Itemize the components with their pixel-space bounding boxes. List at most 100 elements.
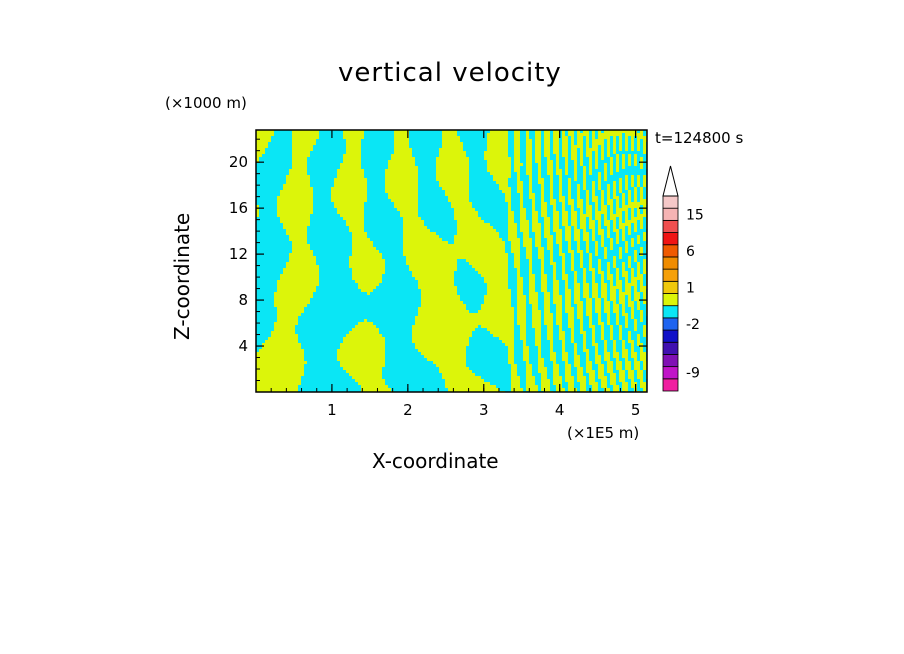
field-cell-positive (595, 241, 598, 244)
field-cell-positive (556, 388, 565, 391)
field-cell-positive (562, 256, 565, 259)
field-cell-positive (256, 133, 274, 136)
field-cell-positive (475, 268, 508, 271)
field-cell-positive (571, 337, 574, 340)
field-cell-positive (640, 286, 647, 289)
field-cell-positive (583, 184, 586, 187)
field-cell-positive (589, 160, 592, 163)
field-cell-positive (604, 172, 607, 175)
field-cell-positive (526, 379, 535, 382)
field-cell-positive (562, 205, 565, 208)
field-cell-positive (541, 211, 547, 214)
field-cell-positive (595, 157, 598, 160)
field-cell-positive (628, 334, 631, 337)
field-cell-positive (394, 148, 412, 151)
field-cell-positive (619, 223, 631, 226)
field-cell-positive (583, 172, 586, 175)
field-cell-positive (622, 193, 625, 196)
field-cell-positive (625, 175, 628, 178)
field-cell-positive (622, 343, 625, 346)
field-cell-positive (514, 151, 520, 154)
field-cell-positive (598, 376, 607, 379)
field-cell-positive (592, 181, 595, 184)
field-cell-positive (523, 355, 529, 358)
field-cell-positive (574, 364, 580, 367)
field-cell-positive (565, 370, 571, 373)
field-cell-positive (589, 157, 592, 160)
field-cell-positive (487, 160, 511, 163)
field-cell-positive (517, 316, 526, 319)
field-cell-positive (448, 199, 469, 202)
field-cell-positive (583, 295, 589, 298)
field-cell-positive (592, 274, 595, 277)
field-cell-positive (292, 244, 310, 247)
field-cell-positive (601, 148, 604, 151)
field-cell-positive (622, 352, 628, 355)
field-cell-positive (601, 205, 607, 208)
field-cell-positive (610, 295, 616, 298)
field-cell-positive (610, 373, 616, 376)
field-cell-positive (616, 202, 619, 205)
field-cell-positive (337, 349, 385, 352)
field-cell-positive (520, 199, 523, 202)
field-cell-positive (517, 172, 520, 175)
field-cell-positive (511, 376, 520, 379)
field-cell-positive (628, 373, 634, 376)
colorbar-segment (662, 207, 679, 221)
field-cell-positive (586, 154, 592, 157)
field-cell-positive (607, 145, 610, 148)
field-cell-positive (598, 226, 601, 229)
field-cell-positive (577, 187, 580, 190)
field-cell-positive (517, 301, 526, 304)
field-cell-positive (625, 283, 637, 286)
field-cell-positive (280, 190, 313, 193)
field-cell-positive (499, 187, 511, 190)
field-cell-positive (562, 133, 565, 136)
field-cell-positive (484, 295, 511, 298)
field-cell-positive (625, 178, 628, 181)
field-cell-positive (637, 145, 640, 148)
y-tick-label: 20 (229, 153, 248, 171)
field-cell-positive (487, 139, 508, 142)
field-cell-positive (610, 283, 613, 286)
field-cell-positive (556, 319, 562, 322)
field-cell-positive (610, 247, 613, 250)
field-cell-positive (349, 373, 382, 376)
field-cell-positive (628, 298, 631, 301)
field-cell-positive (544, 145, 550, 148)
field-cell-positive (562, 340, 565, 343)
field-cell-positive (529, 277, 535, 280)
field-cell-positive (256, 364, 304, 367)
field-cell-positive (559, 190, 562, 193)
field-cell-positive (337, 208, 364, 211)
field-cell-positive (568, 322, 574, 325)
field-cell-positive (577, 379, 586, 382)
field-cell-positive (529, 184, 532, 187)
field-cell-positive (358, 283, 379, 286)
field-cell-positive (574, 277, 577, 280)
field-cell-positive (487, 292, 511, 295)
field-cell-positive (544, 235, 553, 238)
field-cell-positive (565, 280, 568, 283)
field-cell-positive (607, 142, 610, 145)
field-cell-positive (574, 226, 577, 229)
field-cell-positive (436, 178, 469, 181)
field-cell-positive (640, 163, 643, 166)
field-cell-positive (634, 163, 637, 166)
field-cell-positive (556, 241, 562, 244)
field-cell-positive (394, 202, 418, 205)
field-cell-positive (619, 139, 622, 142)
field-cell-positive (544, 307, 550, 310)
field-cell-positive (619, 376, 625, 379)
field-cell-positive (580, 160, 583, 163)
x-tick-label: 5 (631, 401, 641, 419)
field-cell-positive (628, 157, 631, 160)
field-cell-positive (526, 148, 532, 151)
field-cell-positive (616, 313, 619, 316)
field-cell-positive (586, 193, 589, 196)
field-cell-positive (568, 382, 574, 385)
field-cell-positive (637, 262, 640, 265)
field-cell-positive (274, 304, 307, 307)
field-cell-positive (346, 220, 364, 223)
field-cell-positive (607, 316, 610, 319)
